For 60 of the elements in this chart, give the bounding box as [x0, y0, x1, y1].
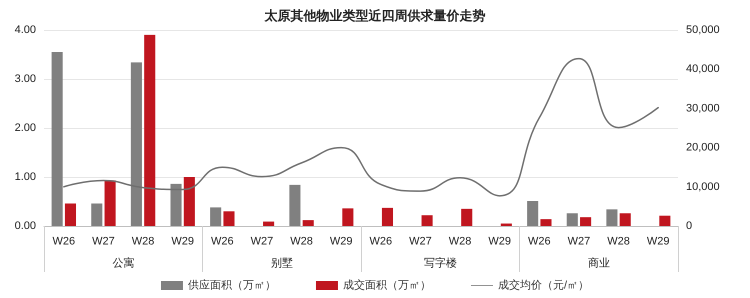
bar: [659, 216, 670, 226]
x-tick-label: W26: [370, 236, 392, 248]
x-tick-label: W26: [52, 236, 76, 248]
bar: [302, 220, 314, 226]
bar: [566, 213, 578, 226]
text: 写字楼: [424, 256, 457, 270]
y-tick-label: 3.00: [14, 73, 36, 85]
x-tick-label: W29: [330, 236, 352, 248]
bar: [461, 208, 472, 226]
bar: [606, 209, 618, 226]
bar: [289, 184, 300, 226]
chart-title: 太原其他物业类型近四周供求量价走势: [264, 8, 486, 23]
x-tick-label: W28: [448, 236, 472, 248]
bar: [382, 208, 394, 226]
y2-tick-label: 50,000: [686, 24, 720, 36]
bar: [223, 211, 235, 226]
line-series: [63, 58, 659, 197]
text: 公寓: [112, 256, 134, 270]
y-tick-label: 2.00: [14, 122, 36, 134]
y-tick-label: 4.00: [14, 24, 36, 36]
bar: [52, 52, 63, 226]
bar: [422, 215, 433, 226]
bar: [580, 217, 592, 226]
bar: [210, 207, 222, 226]
bar: [540, 219, 552, 226]
bar: [91, 203, 102, 226]
x-tick-label: W28: [607, 236, 630, 248]
bar: [64, 203, 76, 226]
bar: [527, 201, 538, 226]
text: 商业: [588, 256, 610, 270]
y2-tick-label: 30,000: [686, 102, 720, 114]
text: 别墅: [270, 258, 293, 270]
x-tick-label: W27: [409, 236, 432, 248]
y-tick-label: 1.00: [14, 171, 36, 183]
x-tick-label: W26: [211, 236, 234, 248]
bar: [184, 177, 195, 226]
x-tick-label: W27: [92, 236, 115, 248]
x-tick-label: W29: [171, 236, 194, 248]
bar: [263, 222, 274, 226]
x-tick-label: W28: [132, 236, 154, 248]
x-tick-label: W28: [290, 236, 313, 248]
y2-tick-label: 40,000: [686, 63, 720, 76]
legend-label: 供应面积（万㎡）: [188, 278, 276, 292]
y-tick-label: 0.00: [14, 220, 36, 232]
y2-tick-label: 0: [686, 220, 692, 232]
legend-label: 成交面积（万㎡）: [342, 278, 431, 292]
x-tick-label: W27: [568, 236, 590, 248]
y2-tick-label: 10,000: [686, 180, 720, 193]
legend-label: 成交均价（元/㎡）: [498, 278, 590, 292]
bar: [620, 213, 631, 226]
x-tick-label: W29: [646, 236, 670, 248]
y2-tick-label: 20,000: [686, 142, 720, 154]
bar: [342, 208, 354, 226]
bar: [104, 180, 116, 226]
bar: [170, 184, 182, 226]
bar: [130, 62, 142, 226]
x-tick-label: W27: [250, 236, 274, 248]
x-tick-label: W26: [528, 236, 551, 248]
x-tick-label: W29: [488, 236, 511, 248]
bar: [144, 34, 156, 226]
